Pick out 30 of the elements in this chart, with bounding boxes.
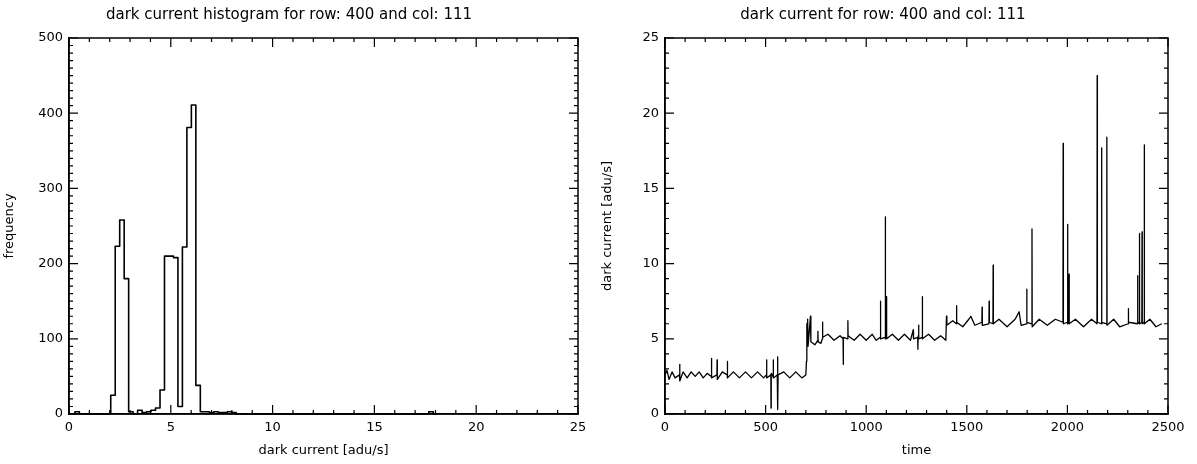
x-tick-label: 1500 [950,419,984,435]
y-axis-title: dark current [adu/s] [599,160,615,292]
x-tick-label: 500 [753,419,779,435]
x-tick-label: 0 [660,419,670,435]
y-tick-label: 400 [38,104,63,120]
x-tick-label: 5 [166,419,175,435]
x-tick-label: 2500 [1151,419,1185,435]
x-axis-title: dark current [adu/s] [258,441,389,457]
x-axis-title: time [901,441,932,457]
y-tick-label: 10 [642,254,659,270]
y-tick-label: 100 [38,330,63,346]
y-tick-label: 20 [642,104,659,120]
x-tick-label: 25 [569,419,587,435]
y-tick-label: 500 [38,29,63,45]
y-axis-title: frequency [1,193,17,259]
y-tick-label: 200 [38,254,63,270]
x-tick-label: 10 [264,419,281,435]
x-tick-label: 15 [366,419,383,435]
chart-title: dark current for row: 400 and col: 111 [740,4,1026,23]
chart-title: dark current histogram for row: 400 and col: 111 [105,4,473,23]
y-tick-label: 25 [642,29,659,45]
y-tick-label: 0 [54,405,63,421]
y-tick-label: 0 [650,405,659,421]
y-tick-label: 15 [642,179,659,195]
x-tick-label: 0 [64,419,74,435]
x-tick-label: 1000 [849,419,883,435]
y-tick-label: 5 [650,330,659,346]
x-tick-label: 20 [467,419,485,435]
x-tick-label: 2000 [1050,419,1084,435]
y-tick-label: 300 [38,179,63,195]
